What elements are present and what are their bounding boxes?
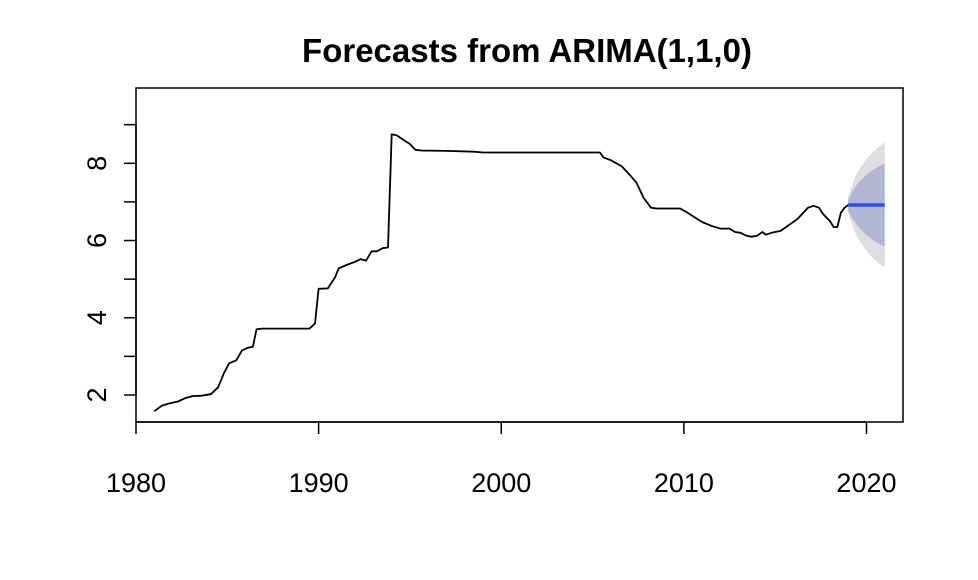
series-lines [153,133,885,412]
x-axis: 1980 1990 2000 2010 2020 [106,421,897,498]
chart-title: Forecasts from ARIMA(1,1,0) [302,32,752,69]
x-tick-label-1990: 1990 [289,468,349,498]
plot-frame [135,87,904,423]
x-tick-label-1980: 1980 [106,468,166,498]
x-tick-label-2020: 2020 [836,468,896,498]
x-tick-label-2010: 2010 [654,468,714,498]
y-tick-label-4: 4 [82,310,112,325]
y-tick-label-2: 2 [82,387,112,402]
y-axis: 2 4 6 8 [82,123,137,403]
y-tick-label-6: 6 [82,233,112,248]
y-tick-label-8: 8 [82,156,112,171]
series-line-0 [153,133,849,412]
x-tick-label-2000: 2000 [471,468,531,498]
